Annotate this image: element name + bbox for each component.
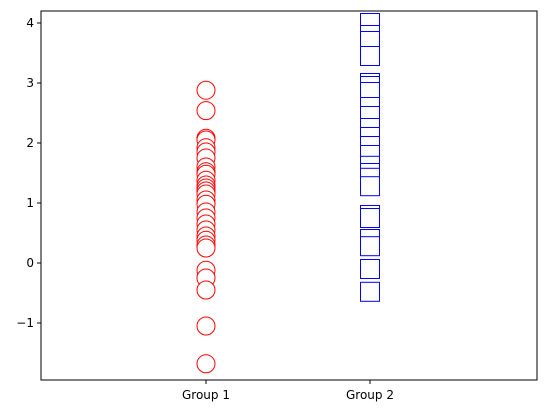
data-point-group1-27 [197,281,215,299]
y-tick-label: 0 [26,256,34,270]
plot-frame [41,11,537,380]
x-tick-label: Group 1 [182,388,230,402]
y-tick-label: 3 [26,76,34,90]
data-point-group2-16 [361,177,380,196]
data-point-group2-22 [361,282,380,301]
x-tick-label: Group 2 [346,388,394,402]
y-tick-label: 1 [26,196,34,210]
y-tick-label: 4 [26,16,34,30]
data-point-group2-21 [361,260,380,279]
data-point-group2-20 [361,237,380,256]
data-point-group1-28 [197,317,215,335]
y-tick-label: −1 [16,316,34,330]
y-tick-label: 2 [26,136,34,150]
data-point-group1-29 [197,355,215,373]
data-point-group1-1 [197,102,215,120]
data-point-group2-18 [361,209,380,228]
data-point-group1-24 [197,239,215,257]
plot-marks [197,14,380,373]
data-point-group1-0 [197,81,215,99]
data-point-group2-3 [361,47,380,66]
